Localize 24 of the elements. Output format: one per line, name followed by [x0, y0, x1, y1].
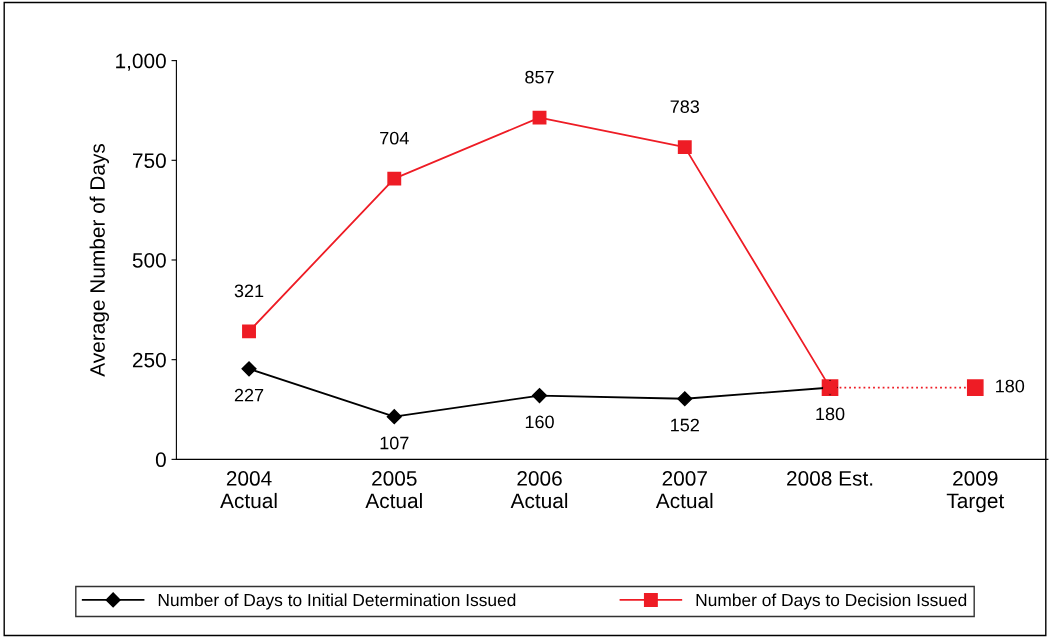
data-label: 152 [671, 418, 699, 432]
data-label: 180 [996, 379, 1025, 393]
legend-label: Number of Days to Initial Determination Issued [158, 593, 516, 610]
x-tick-label: 2008 Est. [787, 471, 873, 486]
y-tick-label: 750 [132, 153, 166, 169]
data-label: 321 [234, 284, 264, 298]
y-tick-label: 0 [155, 452, 166, 468]
y-tick-label: 250 [132, 352, 166, 368]
x-tick-label: 2007 Actual [655, 471, 713, 509]
y-tick-label: 1,000 [116, 53, 166, 71]
data-label: 107 [380, 436, 409, 450]
x-tick-label: 2005 Actual [365, 471, 422, 509]
legend-label: Number of Days to Decision Issued [696, 593, 967, 610]
data-label: 704 [380, 131, 409, 145]
data-label: 783 [670, 100, 700, 114]
data-label: 857 [525, 70, 554, 84]
x-tick-label: 2004 Actual [220, 471, 277, 509]
data-label: 180 [816, 407, 845, 421]
y-axis-title: Average Number of Days [89, 143, 109, 377]
y-tick-label: 500 [132, 252, 166, 268]
data-label: 227 [234, 388, 264, 402]
data-label: 160 [525, 415, 554, 429]
x-tick-label: 2006 Actual [510, 471, 568, 509]
x-tick-label: 2009 Target [946, 471, 1005, 513]
